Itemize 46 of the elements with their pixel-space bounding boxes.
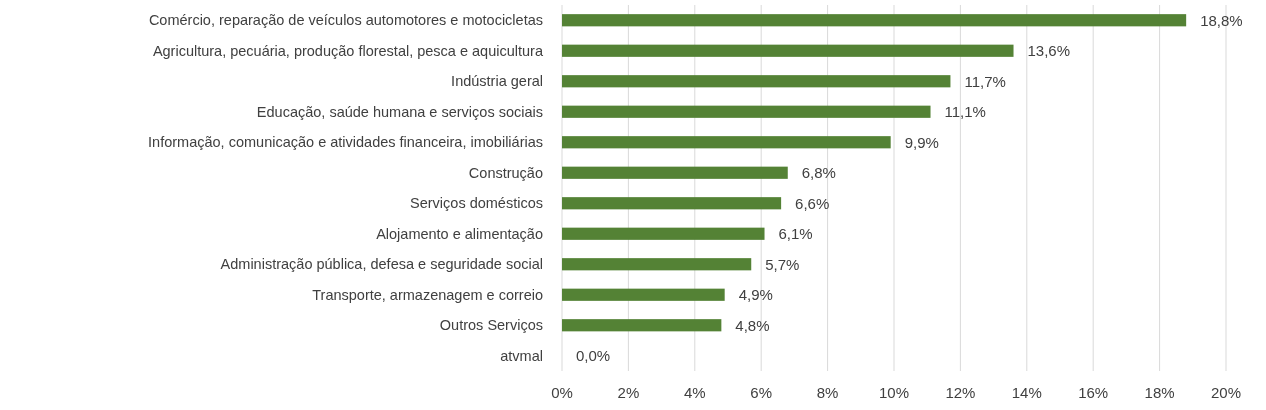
x-tick-label: 6% — [750, 384, 773, 401]
bar — [562, 75, 951, 88]
x-tick-label: 18% — [1144, 384, 1175, 401]
bar — [562, 136, 891, 149]
x-tick-label: 2% — [617, 384, 640, 401]
bar — [562, 197, 782, 210]
x-tick-label: 4% — [683, 384, 706, 401]
x-tick-label: 10% — [878, 384, 910, 401]
x-tick-label: 8% — [816, 384, 839, 401]
bar — [562, 105, 931, 118]
y-tick-label: Transporte, armazenagem e correio — [312, 286, 543, 303]
data-label: 6,6% — [795, 194, 830, 212]
y-tick-label: Alojamento e alimentação — [376, 225, 543, 242]
x-tick-label: 12% — [945, 384, 976, 401]
data-label: 4,9% — [738, 286, 773, 303]
data-label: 0,0% — [576, 347, 611, 364]
data-label: 11,7% — [964, 72, 1006, 90]
data-label: 4,8% — [735, 316, 770, 334]
bar — [562, 288, 725, 301]
y-tick-label: Comércio, reparação de veículos automotores e motocicletas — [148, 12, 543, 29]
x-tick-label: 16% — [1078, 384, 1109, 401]
data-label: 13,6% — [1027, 42, 1071, 59]
data-label: 11,1% — [944, 103, 986, 120]
y-tick-label: Administração pública, defesa e seguridade social — [220, 256, 543, 273]
bar — [562, 258, 752, 271]
y-tick-label: atvmal — [500, 347, 543, 364]
bar — [562, 319, 722, 332]
x-tick-label: 14% — [1011, 384, 1042, 401]
bar — [562, 44, 1014, 57]
x-tick-label: 0% — [551, 384, 573, 401]
data-label: 5,7% — [765, 255, 800, 273]
data-label: 9,9% — [904, 133, 939, 151]
y-tick-label: Outros Serviços — [439, 317, 543, 334]
y-tick-label: Serviços domésticos — [410, 195, 543, 212]
data-label: 6,1% — [778, 225, 813, 242]
y-tick-label: Indústria geral — [451, 73, 543, 90]
bar — [562, 166, 788, 179]
y-tick-label: Informação, comunicação e atividades financeira, imobiliárias — [148, 134, 543, 151]
y-tick-label: Construção — [468, 164, 543, 181]
bar — [562, 14, 1187, 27]
x-tick-label: 20% — [1210, 384, 1242, 401]
data-label: 6,8% — [801, 164, 836, 181]
bar — [562, 227, 765, 240]
y-tick-label: Agricultura, pecuária, produção florestal, pesca e aquicultura — [152, 42, 544, 59]
y-tick-label: Educação, saúde humana e serviços sociais — [256, 103, 543, 120]
data-label: 18,8% — [1200, 11, 1243, 29]
